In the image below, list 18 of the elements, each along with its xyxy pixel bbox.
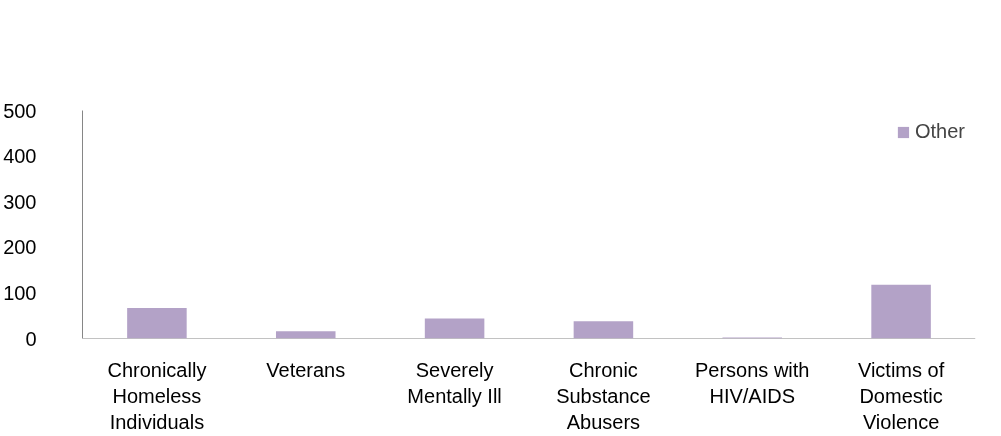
x-tick-label: Persons with HIV/AIDS <box>695 358 810 407</box>
bar <box>871 284 931 339</box>
y-tick-label: 400 <box>3 145 37 168</box>
y-tick-label: 200 <box>3 236 37 259</box>
bar <box>275 331 336 339</box>
y-tick-label: 100 <box>3 281 37 304</box>
bar <box>424 318 485 339</box>
x-tick-label: Chronic Substance Abusers <box>556 358 651 434</box>
legend-label: Other <box>914 120 965 143</box>
y-tick-label: 500 <box>3 99 37 122</box>
y-tick-label: 300 <box>3 190 37 213</box>
x-tick-label: Victims of Domestic Violence <box>857 358 945 434</box>
y-tick-label: 0 <box>25 327 37 350</box>
bar <box>127 307 187 339</box>
x-tick-label: Veterans <box>266 358 346 381</box>
x-tick-label: Severely Mentally Ill <box>407 358 502 407</box>
x-tick-label: Chronically Homeless Individuals <box>107 358 207 434</box>
bar <box>573 321 634 339</box>
